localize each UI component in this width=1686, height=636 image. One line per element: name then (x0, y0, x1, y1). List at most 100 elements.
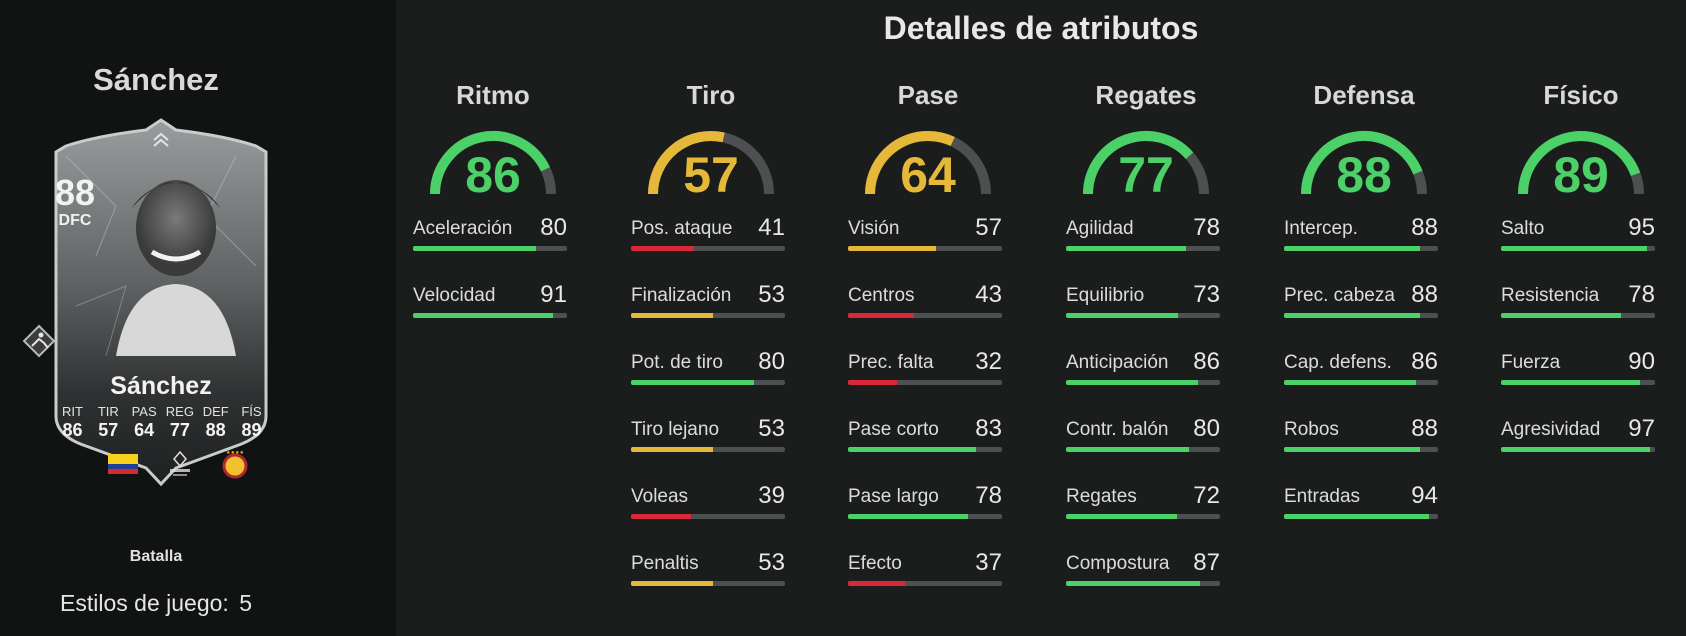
gauge-fill (865, 131, 955, 195)
attribute-list: Visión 57 Centros 43 Prec. falta 32 Pase corto… (848, 214, 1008, 616)
attribute-value: 88 (1411, 214, 1438, 241)
attribute-bar-fill (848, 447, 976, 452)
attribute-name: Aceleración (413, 218, 513, 239)
card-stat-label: REG (165, 404, 194, 419)
attribute-bar-fill (1501, 380, 1640, 385)
playstyle-plus-icon (22, 324, 56, 358)
attribute-row: Penaltis 53 (631, 549, 791, 616)
attribute-name: Penaltis (631, 553, 699, 574)
gauge-fill (1083, 130, 1194, 195)
group-rating-value: 64 (900, 147, 956, 203)
attribute-bar (1284, 246, 1438, 251)
attribute-bar-fill (848, 380, 898, 385)
attribute-row: Voleas 39 (631, 482, 791, 549)
attribute-name: Velocidad (413, 285, 496, 306)
attribute-bar-fill (1284, 313, 1420, 318)
attribute-row: Tiro lejano 53 (631, 415, 791, 482)
attribute-name: Regates (1066, 486, 1137, 507)
attribute-group-0: Ritmo 86 Aceleración 80 Velocidad 91 (413, 80, 573, 348)
attribute-bar-fill (1066, 246, 1187, 251)
attribute-bar-fill (631, 313, 713, 318)
attribute-value: 86 (1411, 348, 1438, 375)
attribute-bar (848, 581, 1002, 586)
attribute-name: Compostura (1066, 553, 1170, 574)
card-player-name: Sánchez (110, 372, 212, 400)
attribute-name: Equilibrio (1066, 285, 1145, 306)
card-stat-label: TIR (97, 404, 119, 419)
attribute-value: 37 (975, 549, 1002, 576)
attribute-value: 86 (1193, 348, 1220, 375)
attribute-bar (1066, 514, 1220, 519)
svg-text:★★★★: ★★★★ (226, 450, 244, 456)
attribute-row: Agilidad 78 (1066, 214, 1226, 281)
attribute-value: 73 (1193, 281, 1220, 308)
attribute-group-3: Regates 77 Agilidad 78 Equilibrio 73 Anticipac… (1066, 80, 1226, 616)
attribute-name: Efecto (848, 553, 902, 574)
attribute-name: Agilidad (1066, 218, 1134, 239)
card-stat-value: 77 (169, 420, 190, 440)
attribute-bar-fill (413, 313, 554, 318)
gauge-arc (1301, 131, 1427, 195)
attribute-bar-fill (1066, 581, 1200, 586)
player-name: Sánchez (93, 62, 219, 97)
gauge-fill (430, 131, 551, 195)
card-stat-value: 88 (205, 420, 226, 440)
attribute-list: Salto 95 Resistencia 78 Fuerza 90 Agresividad 9… (1501, 214, 1661, 482)
group-title: Defensa (1313, 80, 1415, 110)
attribute-bar-fill (631, 581, 713, 586)
card-stat: FÍS 89 (235, 404, 268, 441)
group-rating-value: 86 (465, 147, 521, 203)
attribute-bar-fill (848, 246, 936, 251)
attribute-bar-fill (1501, 313, 1622, 318)
attribute-group-5: Físico 89 Salto 95 Resistencia 78 Fuerza 90 Agre… (1501, 80, 1661, 482)
player-card[interactable]: 88 DFC Sánchez RIT 86 TIR 57 PAS 64 REG 77 D… (36, 116, 286, 491)
attribute-name: Intercep. (1284, 218, 1358, 239)
attribute-bar-fill (1284, 447, 1420, 452)
playstyle-name: Batalla (129, 548, 183, 565)
attribute-value: 80 (540, 214, 567, 241)
attribute-name: Pase largo (848, 486, 939, 507)
playstyles-count-value: 5 (239, 590, 252, 616)
attribute-value: 88 (1411, 281, 1438, 308)
attribute-name: Resistencia (1501, 285, 1600, 306)
attribute-bar-fill (413, 246, 537, 251)
attribute-value: 72 (1193, 482, 1220, 509)
attribute-name: Entradas (1284, 486, 1361, 507)
attribute-bar-fill (631, 514, 692, 519)
card-stat: RIT 86 (56, 404, 89, 441)
attribute-list: Intercep. 88 Prec. cabeza 88 Cap. defens. 86 R… (1284, 214, 1444, 549)
playstyles-count: Estilos de juego: 5 (0, 590, 312, 617)
attribute-name: Visión (848, 218, 900, 239)
attribute-row: Agresividad 97 (1501, 415, 1661, 482)
attribute-name: Voleas (631, 486, 689, 507)
attribute-bar (1501, 246, 1655, 251)
attribute-row: Equilibrio 73 (1066, 281, 1226, 348)
attribute-row: Visión 57 (848, 214, 1008, 281)
attribute-list: Pos. ataque 41 Finalización 53 Pot. de tiro 8… (631, 214, 791, 616)
attribute-bar-fill (1501, 246, 1648, 251)
attribute-value: 80 (1193, 415, 1220, 442)
attribute-row: Contr. balón 80 (1066, 415, 1226, 482)
attribute-row: Robos 88 (1284, 415, 1444, 482)
attribute-bar (1284, 380, 1438, 385)
attribute-bar (1066, 380, 1220, 385)
group-title: Pase (897, 80, 959, 110)
attribute-bar (1066, 246, 1220, 251)
attribute-bar (1066, 447, 1220, 452)
attribute-row: Finalización 53 (631, 281, 791, 348)
attribute-bar (1501, 313, 1655, 318)
attribute-bar (1066, 581, 1220, 586)
attribute-value: 90 (1628, 348, 1655, 375)
rating-gauge: 77 (1076, 124, 1216, 203)
attribute-bar-fill (631, 447, 713, 452)
attribute-row: Prec. falta 32 (848, 348, 1008, 415)
attribute-value: 88 (1411, 415, 1438, 442)
attribute-bar-fill (848, 581, 905, 586)
attribute-name: Pos. ataque (631, 218, 733, 239)
attribute-row: Pase largo 78 (848, 482, 1008, 549)
attribute-group-4: Defensa 88 Intercep. 88 Prec. cabeza 88 Cap. d… (1284, 80, 1444, 549)
attribute-row: Prec. cabeza 88 (1284, 281, 1444, 348)
group-title: Físico (1543, 80, 1619, 110)
attribute-row: Pos. ataque 41 (631, 214, 791, 281)
attribute-bar-fill (848, 514, 969, 519)
